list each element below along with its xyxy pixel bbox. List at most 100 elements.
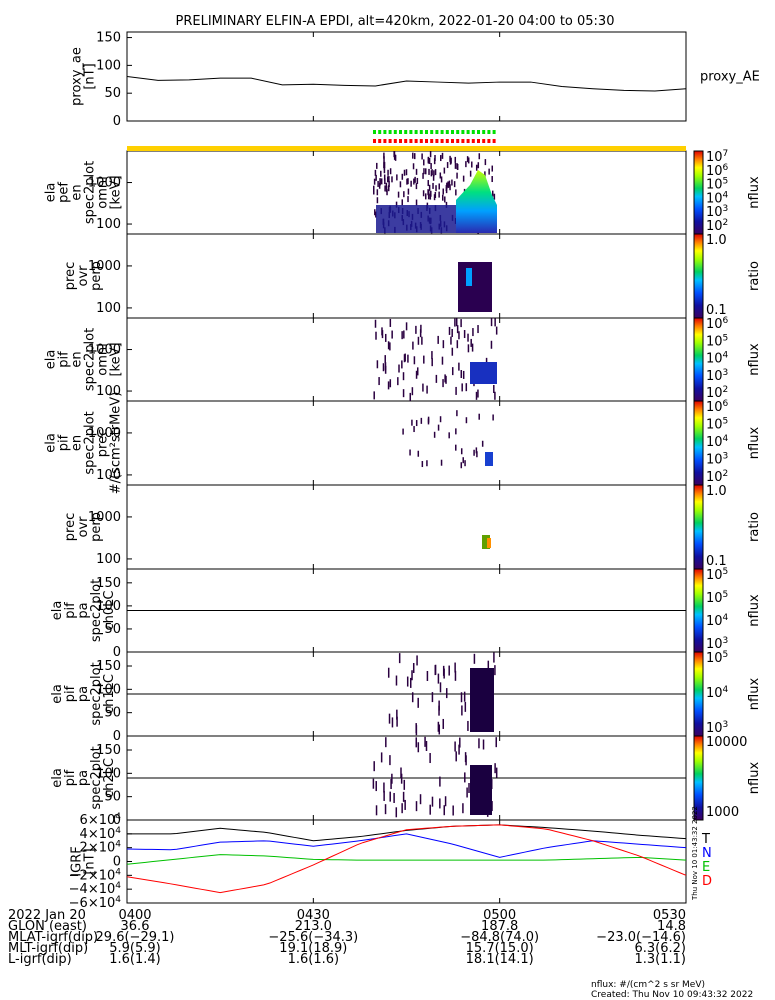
spec-pixel [431,796,434,807]
flag-green [419,130,423,134]
flag-green [471,130,475,134]
spec-pixel [387,381,390,390]
spec-pixel [403,354,406,363]
ytick-label: 100 [96,682,121,697]
spec-pixel [446,162,449,169]
spec-pixel [405,322,408,331]
spec-hot-region [456,170,497,233]
colorbar-label: ratio [747,261,762,291]
spec-pixel [415,183,418,190]
spec-pixel [439,416,442,423]
spec-pixel [400,767,402,778]
spec-pixel [401,331,403,340]
spec-pixel [467,157,470,164]
ytick-label: 4×104 [80,826,122,842]
spec-pixel [447,181,449,188]
spec-pixel [432,182,434,189]
spec-pixel [459,737,461,748]
spec-pixel [373,761,375,772]
spec-pixel [451,328,453,337]
spec-pixel [431,692,434,703]
spec-pixel [411,387,414,396]
spec-pixel [473,449,475,456]
spec-pixel [476,451,478,458]
spec-pixel [485,357,488,366]
spec-pixel [456,163,459,170]
spec-pixel [413,356,416,365]
panel-ylabel: proxy_ae[nT] [70,47,98,106]
spec-pixel [444,374,446,383]
spec-pixel [484,159,487,166]
spec-pixel [434,169,437,176]
footer-row-value: 1.6(1.4) [109,952,161,967]
igrf-legend-E: E [702,860,710,875]
ytick-label: −4×104 [69,881,122,897]
ylabel-line: [keV] [109,175,124,209]
colorbar-exp: 3 [723,368,729,378]
spec-pixel [403,330,405,339]
spec-pixel [491,190,494,197]
flag-red [419,139,423,143]
spec-pixel [467,344,470,353]
spec-pixel [378,182,381,189]
colorbar-exp: 6 [723,316,729,326]
spec-pixel [383,790,385,801]
flag-red [492,139,496,143]
flag-red [373,139,376,143]
colorbar-tick: 104 [706,434,729,450]
ylabel-line: omni [96,176,111,208]
ytick-label: 150 [96,31,121,46]
spec-pixel [475,164,478,171]
footer-row-label: GLON (east) [8,919,87,934]
colorbar-exp: 5 [723,567,729,577]
ylabel-line: #/(scm²strMeV) [109,392,124,495]
spec-pixel [407,354,409,363]
ylabel-line: pif [63,685,78,702]
flag-green [383,130,387,134]
spec-pixel [416,177,419,184]
colorbar-pef-ratio: 1.0 0.1 ratio [693,233,762,319]
spec-pixel [414,176,416,183]
spec-pixel [425,740,428,751]
colorbar-exp: 2 [723,218,729,228]
spec-pixel [471,161,473,168]
spec-pixel [376,360,379,369]
spec-pixel [456,340,459,349]
units-note: nflux: #/(cm^2 s sr MeV) [591,980,705,990]
spec-pixel [428,168,430,175]
ytick-label: 100 [96,766,121,781]
ytick-label: 0 [113,855,121,870]
panel-ylabel: precovrperp [63,512,104,542]
spec-pixel [375,211,377,218]
spec-pixel [427,180,430,187]
flag-green [487,130,491,134]
panel-frame [126,400,687,486]
spec-pixel [394,154,397,161]
colorbar-label: nflux [747,762,762,795]
spec-pixel [402,791,405,802]
ylabel-line: spec2plot [83,161,98,224]
spec-pixel [393,151,396,158]
colorbar-exp: 3 [723,720,729,730]
spec-pixel [380,178,383,185]
colorbar-exp: 4 [723,434,729,444]
flag-red [404,139,408,143]
ylabel-line: ela [50,684,65,704]
ytick-label: 150 [96,659,121,674]
spec-pixel [490,340,493,349]
colorbar-tick: 105 [706,567,728,583]
flag-red [466,139,470,143]
spec-pixel [386,176,389,183]
footer-row-label: L-igrf(dip) [8,952,72,967]
colorbar-tick: 1.0 [706,484,727,499]
created-note: Created: Thu Nov 10 09:43:32 2022 [591,990,753,1000]
spec-pixel [403,779,406,790]
colorbar-gradient [693,317,704,402]
spec-pixel [377,180,379,187]
spec-pixel [426,670,429,681]
ytick-label: 2×104 [80,840,122,856]
ytick-label: 1000 [88,426,121,441]
spec-pixel [441,152,444,159]
spec-pixel [435,374,438,383]
colorbar-label: nflux [747,343,762,376]
